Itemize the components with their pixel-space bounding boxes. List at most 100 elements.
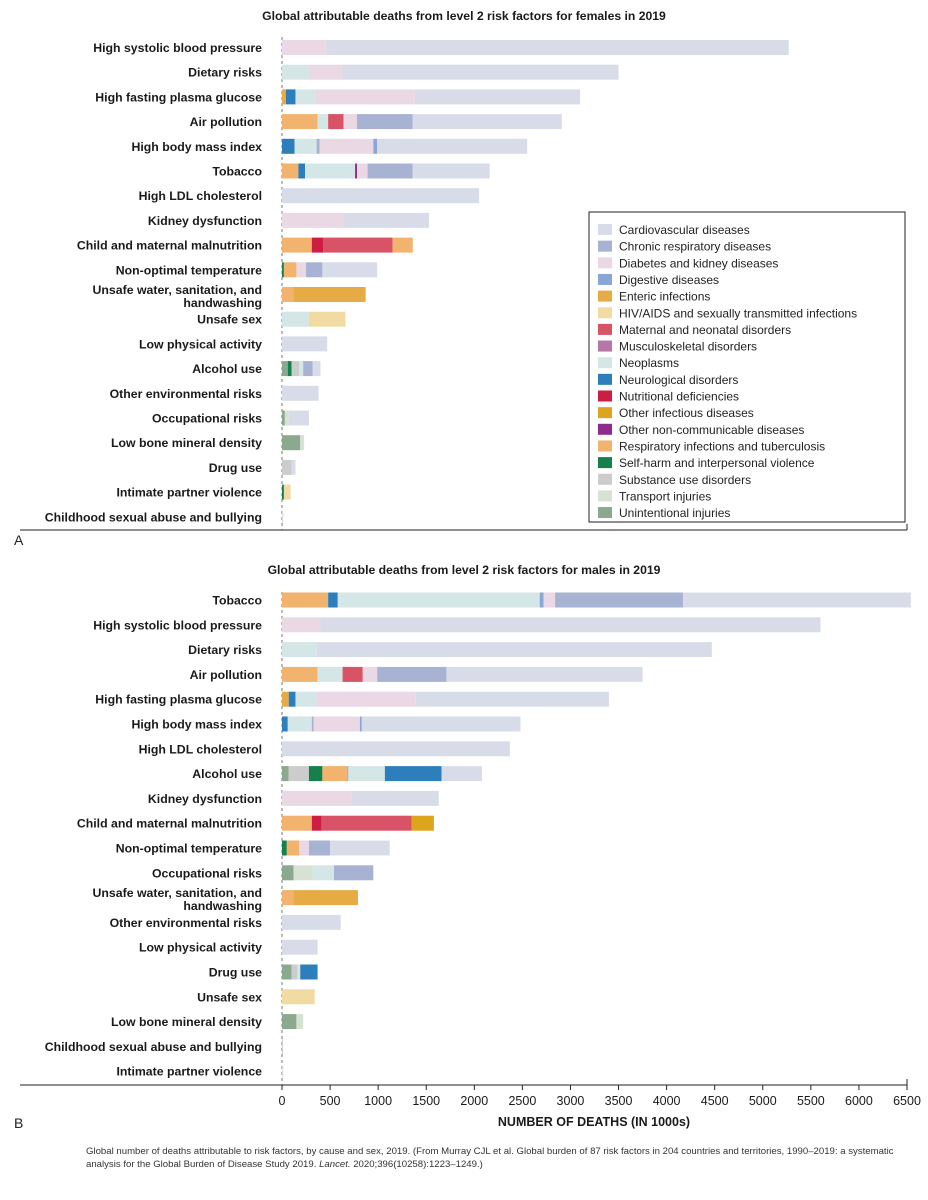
bar-segment — [282, 89, 286, 105]
category-label-low-bone-mineral-density: Low bone mineral density — [111, 1015, 262, 1029]
bar-segment — [328, 592, 338, 608]
chart-figure: Global attributable deaths from level 2 … — [14, 9, 921, 1131]
category-label-childhood-sexual-abuse-and-bullying: Childhood sexual abuse and bullying — [45, 1040, 262, 1054]
bar-segment — [319, 138, 374, 154]
x-tick-label: 4000 — [653, 1094, 681, 1108]
bar-segment — [300, 435, 305, 451]
bar-segment — [294, 138, 317, 154]
bar-segment — [415, 691, 609, 707]
bar-segment — [282, 64, 309, 80]
bar-segment — [312, 865, 334, 881]
bar-segment — [295, 89, 315, 105]
category-label-intimate-partner-violence: Intimate partner violence — [116, 1065, 262, 1079]
bar-segment — [288, 766, 309, 782]
bar-segment — [287, 361, 292, 377]
bar-segment — [293, 890, 358, 906]
bar-segment — [412, 114, 562, 130]
category-label-dietary-risks: Dietary risks — [188, 643, 262, 657]
chart-panel-b: Global attributable deaths from level 2 … — [14, 563, 921, 1131]
bar-segment — [288, 410, 309, 426]
x-tick-label: 3000 — [557, 1094, 585, 1108]
category-label-tobacco: Tobacco — [212, 165, 262, 179]
category-label-high-ldl-cholesterol: High LDL cholesterol — [139, 189, 262, 203]
x-tick-label: 3500 — [605, 1094, 633, 1108]
bar-segment — [282, 410, 285, 426]
panel-letter: B — [14, 1115, 23, 1131]
bar-segment — [298, 163, 306, 179]
x-tick-label: 6000 — [845, 1094, 873, 1108]
bar-segment — [282, 890, 294, 906]
bar-segment — [320, 617, 821, 633]
legend-swatch — [598, 457, 612, 469]
category-label-childhood-sexual-abuse-and-bullying: Childhood sexual abuse and bullying — [45, 510, 262, 524]
bar-segment — [295, 691, 317, 707]
legend-swatch — [598, 407, 612, 419]
bar-segment — [282, 385, 319, 401]
bar-segment — [300, 964, 318, 980]
bar-segment — [299, 840, 309, 856]
category-label-intimate-partner-violence: Intimate partner violence — [116, 486, 262, 500]
bar-segment — [343, 114, 357, 130]
x-tick-label: 6500 — [893, 1094, 921, 1108]
category-label-line: handwashing — [183, 899, 262, 913]
bar-segment — [282, 336, 328, 352]
bar-segment — [303, 361, 313, 377]
bar-segment — [282, 237, 312, 253]
bar-segment — [282, 716, 288, 732]
bar-segment — [291, 459, 296, 475]
x-tick-label: 5000 — [749, 1094, 777, 1108]
legend-swatch — [598, 473, 612, 485]
bar-segment — [367, 163, 413, 179]
x-tick-label: 500 — [320, 1094, 341, 1108]
bar-segment — [543, 592, 556, 608]
legend-label-musculoskeletal-disorders: Musculoskeletal disorders — [619, 340, 757, 354]
legend-swatch — [598, 257, 612, 269]
legend-label-digestive-diseases: Digestive diseases — [619, 273, 719, 287]
category-label-high-systolic-blood-pressure: High systolic blood pressure — [93, 618, 262, 632]
bar-segment — [282, 766, 289, 782]
category-label-other-environmental-risks: Other environmental risks — [110, 387, 263, 401]
category-label-occupational-risks: Occupational risks — [152, 866, 262, 880]
bar-segment — [282, 1014, 297, 1030]
bar-segment — [282, 484, 284, 500]
bar-segment — [384, 766, 442, 782]
bar-segment — [291, 361, 300, 377]
legend-label-transport-injuries: Transport injuries — [619, 489, 711, 503]
bar-segment — [311, 716, 314, 732]
category-label-line: handwashing — [183, 296, 262, 310]
legend-label-diabetes-and-kidney-diseases: Diabetes and kidney diseases — [619, 256, 778, 270]
bar-segment — [306, 262, 323, 278]
bar-segment — [296, 1014, 304, 1030]
legend-swatch — [598, 440, 612, 452]
bar-segment — [373, 138, 378, 154]
bar-segment — [308, 64, 343, 80]
legend-swatch — [598, 490, 612, 502]
bar-segment — [317, 114, 329, 130]
legend: Cardiovascular diseases Chronic respirato… — [588, 211, 906, 523]
legend-label-neurological-disorders: Neurological disorders — [619, 373, 738, 387]
category-label-high-systolic-blood-pressure: High systolic blood pressure — [93, 41, 262, 55]
bar-segment — [311, 815, 322, 831]
bar-segment — [297, 964, 301, 980]
bar-segment — [359, 716, 362, 732]
legend-swatch — [598, 507, 612, 519]
chart-panel-a: Global attributable deaths from level 2 … — [14, 9, 908, 548]
bar-segment — [322, 766, 348, 782]
bar-segment — [555, 592, 683, 608]
bar-segment — [282, 435, 301, 451]
bar-segment — [282, 666, 318, 682]
bar-segment — [351, 790, 439, 806]
bar-segment — [308, 311, 346, 327]
bar-segment — [317, 666, 343, 682]
category-label-alcohol-use: Alcohol use — [192, 767, 262, 781]
bar-segment — [282, 262, 284, 278]
legend-label-maternal-and-neonatal-disorders: Maternal and neonatal disorders — [619, 323, 791, 337]
category-label-non-optimal-temperature: Non-optimal temperature — [116, 842, 262, 856]
bar-segment — [283, 262, 297, 278]
bar-segment — [282, 840, 287, 856]
legend-label-hiv-aids-and-sexually-transmitted-infections: HIV/AIDS and sexually transmitted infect… — [619, 306, 857, 320]
bar-segment — [361, 716, 521, 732]
legend-label-other-infectious-diseases: Other infectious diseases — [619, 406, 754, 420]
category-label-drug-use: Drug use — [209, 966, 262, 980]
